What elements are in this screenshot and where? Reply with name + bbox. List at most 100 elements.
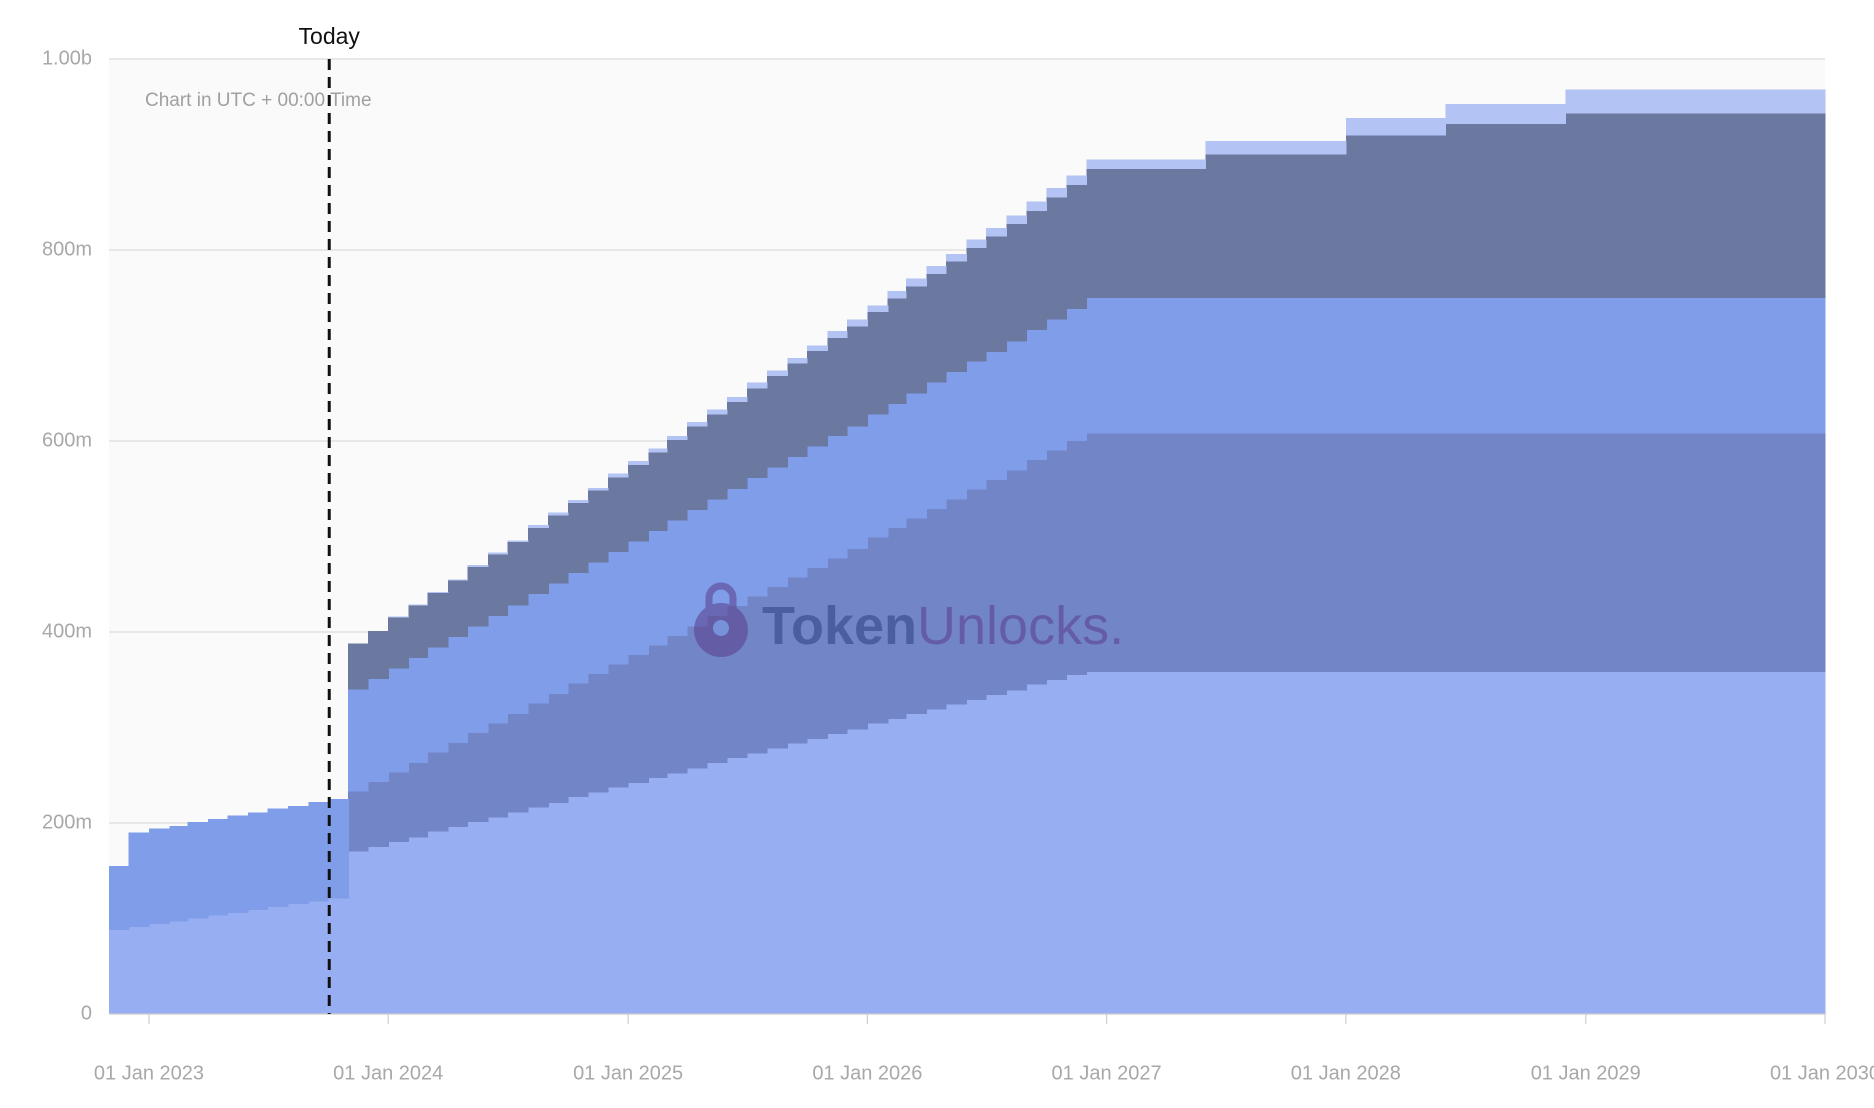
area-segment	[767, 467, 789, 588]
area-segment	[427, 592, 449, 648]
area-segment	[906, 278, 927, 287]
area-segment	[367, 678, 389, 782]
area-segment	[287, 805, 309, 905]
area-segment	[1445, 123, 1567, 298]
area-segment	[308, 901, 329, 1014]
area-segment	[887, 291, 907, 299]
area-segment	[348, 689, 369, 792]
area-segment	[1066, 441, 1087, 675]
area-segment	[487, 552, 509, 555]
x-tick-label: 01 Jan 2027	[1052, 1062, 1162, 1084]
area-segment	[847, 729, 868, 1014]
area-segment	[487, 554, 509, 616]
area-segment	[847, 326, 868, 427]
area-segment	[687, 768, 708, 1014]
area-segment	[746, 478, 768, 597]
area-segment	[1804, 297, 1826, 434]
area-segment	[527, 527, 549, 594]
area-segment	[267, 808, 289, 908]
area-segment	[1006, 470, 1028, 691]
area-segment	[367, 846, 389, 1014]
area-segment	[1086, 297, 1207, 434]
y-tick-label: 400m	[42, 620, 92, 642]
area-segment	[1066, 185, 1087, 310]
area-segment	[1086, 159, 1207, 169]
area-segment	[648, 448, 668, 453]
area-segment	[128, 927, 150, 1014]
area-segment	[926, 273, 947, 383]
area-segment	[588, 487, 609, 491]
area-segment	[507, 542, 529, 606]
area-segment	[906, 518, 927, 715]
area-segment	[648, 778, 668, 1014]
area-segment	[148, 924, 170, 1014]
area-segment	[427, 752, 449, 832]
area-segment	[427, 591, 449, 593]
x-tick-label: 01 Jan 2030	[1770, 1062, 1874, 1084]
area-segment	[527, 525, 549, 528]
y-tick-label: 200m	[42, 811, 92, 833]
area-segment	[607, 551, 629, 665]
area-segment	[408, 657, 429, 763]
area-segment	[388, 616, 410, 618]
area-segment	[1445, 297, 1567, 434]
area-segment	[548, 802, 569, 1014]
area-segment	[187, 822, 209, 919]
area-segment	[588, 490, 609, 563]
area-segment	[607, 664, 629, 788]
area-segment	[687, 421, 708, 427]
area-segment	[946, 253, 967, 262]
area-segment	[628, 464, 650, 542]
area-segment	[1066, 674, 1087, 1014]
area-segment	[247, 812, 269, 910]
area-segment	[388, 772, 410, 843]
area-segment	[847, 548, 868, 730]
area-segment	[687, 426, 708, 510]
area-segment	[1205, 297, 1347, 434]
area-segment	[1086, 168, 1207, 298]
area-segment	[906, 286, 927, 394]
area-segment	[1066, 175, 1087, 186]
area-segment	[567, 500, 589, 504]
area-segment	[427, 831, 449, 1014]
area-segment	[946, 261, 967, 373]
area-segment	[926, 382, 947, 509]
area-segment	[247, 909, 269, 1014]
area-segment	[727, 401, 748, 489]
area-segment	[986, 236, 1007, 353]
area-segment	[787, 357, 808, 364]
area-segment	[926, 508, 947, 710]
area-segment	[507, 714, 529, 813]
area-segment	[1046, 679, 1068, 1014]
area-segment	[1026, 330, 1047, 461]
y-tick-label: 600m	[42, 429, 92, 451]
area-segment	[227, 815, 249, 913]
area-segment	[128, 832, 150, 928]
watermark-part: Unlocks.	[917, 596, 1124, 656]
x-tick-label: 01 Jan 2024	[333, 1062, 443, 1084]
area-segment	[388, 842, 410, 1014]
area-segment	[827, 337, 848, 437]
area-segment	[447, 742, 469, 827]
area-segment	[807, 568, 828, 739]
watermark-text: TokenUnlocks.	[762, 596, 1124, 656]
overlay: TokenUnlocks. Chart in UTC + 00:00 Time …	[145, 23, 1124, 1014]
area-segment	[527, 703, 549, 808]
area-segment	[1205, 141, 1347, 155]
area-segment	[867, 723, 889, 1014]
areas	[109, 89, 1826, 1015]
area-segment	[746, 388, 768, 479]
area-segment	[966, 361, 987, 490]
area-segment	[1006, 215, 1028, 225]
area-segment	[1026, 684, 1047, 1014]
area-segment	[666, 440, 688, 521]
area-segment	[1804, 433, 1826, 673]
area-segment	[109, 865, 130, 930]
area-segment	[966, 489, 987, 700]
area-segment	[867, 537, 889, 724]
area-segment	[1345, 135, 1447, 298]
area-segment	[567, 572, 589, 684]
area-segment	[527, 807, 549, 1014]
area-segment	[187, 918, 209, 1014]
area-segment	[926, 266, 947, 274]
